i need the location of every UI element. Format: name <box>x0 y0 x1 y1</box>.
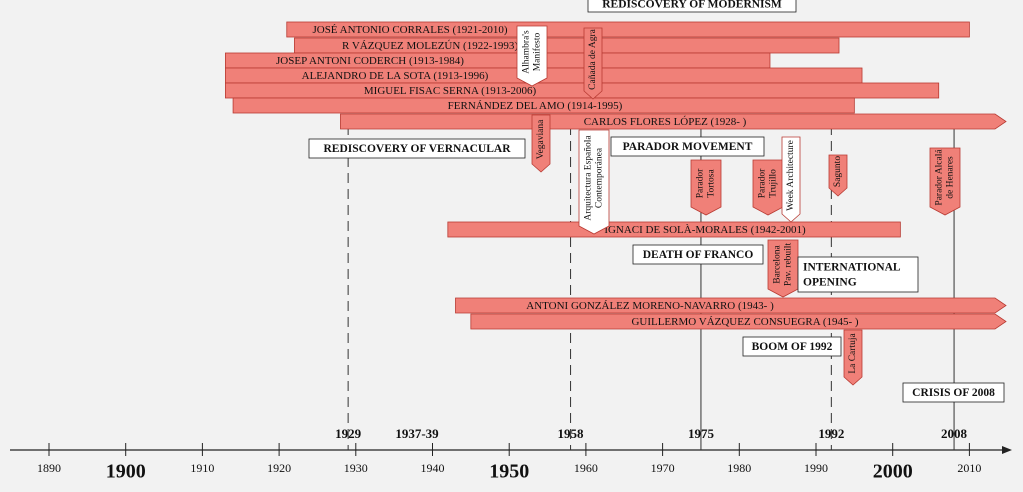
axis-tick-label: 1960 <box>574 461 598 475</box>
axis-tick-label: 1990 <box>804 461 828 475</box>
work-label: Contemporánea <box>595 147 605 208</box>
milestone-label: 1992 <box>818 426 844 441</box>
event-label: CRISIS OF 2008 <box>912 387 995 399</box>
work-label: Tortosa <box>707 169 717 198</box>
work-tag <box>516 25 548 87</box>
work-label: Vegaviana <box>536 119 546 159</box>
work-label: Manifesto <box>532 32 543 71</box>
work-label: Arquitectura Española <box>584 135 594 221</box>
life-bar <box>447 221 901 238</box>
axis-tick-label: 1900 <box>106 461 146 483</box>
work-label: de Henares <box>946 156 956 199</box>
person-label: JOSEP ANTONI CODERCH (1913-1984) <box>276 55 464 67</box>
event-box <box>308 138 526 159</box>
work-label: Parador <box>758 168 768 198</box>
event-label: DEATH OF FRANCO <box>643 249 754 261</box>
axis-tick-label: 1920 <box>267 461 291 475</box>
milestone-label: 1929 <box>335 426 362 441</box>
person-label: ANTONI GONZÁLEZ MORENO-NAVARRO (1943- ) <box>526 300 774 312</box>
axis-tick-label: 2000 <box>873 461 913 483</box>
event-box <box>610 136 765 157</box>
work-tag <box>531 114 551 173</box>
work-label: Sagunto <box>833 156 843 187</box>
axis-tick-label: 1970 <box>651 461 675 475</box>
person-label: GUILLERMO VÁZQUEZ CONSUEGRA (1945- ) <box>631 316 858 328</box>
axis-tick-label: 1890 <box>37 461 61 475</box>
axis-tick-label: 1910 <box>190 461 214 475</box>
life-bar <box>340 113 1007 130</box>
milestone-label: 2008 <box>941 426 968 441</box>
event-label: PARADOR MOVEMENT <box>623 141 753 153</box>
work-label: Parador Alcalá <box>935 149 945 206</box>
event-label: REDISCOVERY OF MODERNISM <box>602 0 782 11</box>
work-tag <box>583 27 603 100</box>
work-tag <box>828 154 848 197</box>
work-tag <box>843 329 863 386</box>
event-label: BOOM OF 1992 <box>752 341 833 353</box>
work-tag <box>767 239 799 298</box>
milestone-label: 1975 <box>688 426 715 441</box>
person-label: IGNACI DE SOLÀ-MORALES (1942-2001) <box>604 224 806 236</box>
person-label: CARLOS FLORES LÓPEZ (1928- ) <box>584 116 747 128</box>
axis-tick-label: 1930 <box>344 461 368 475</box>
life-bar <box>232 97 855 114</box>
event-box <box>742 336 842 357</box>
event-box <box>587 0 797 13</box>
event-box <box>632 244 764 265</box>
work-label: Barcelona <box>773 244 783 283</box>
event-label: OPENING <box>803 277 857 289</box>
event-box <box>902 382 1005 403</box>
axis-tick-label: 1950 <box>489 461 529 483</box>
work-tag <box>752 159 784 216</box>
axis-tick-label: 1940 <box>421 461 445 475</box>
work-tag <box>929 147 961 216</box>
axis-tick-label: 1980 <box>727 461 751 475</box>
event-label: INTERNATIONAL <box>803 262 901 274</box>
work-tag <box>690 159 722 216</box>
milestone-label: 1937-39 <box>395 426 439 441</box>
event-label: REDISCOVERY OF VERNACULAR <box>323 143 511 155</box>
axis-tick-label: 2010 <box>957 461 981 475</box>
work-label: Cañada de Agra <box>588 28 598 89</box>
life-bar <box>286 21 970 38</box>
work-label: La Cartuja <box>848 333 858 374</box>
person-label: JOSÉ ANTONIO CORRALES (1921-2010) <box>312 24 507 36</box>
work-tag <box>578 129 610 235</box>
person-label: ALEJANDRO DE LA SOTA (1913-1996) <box>302 70 489 82</box>
work-label: Pav. rebuilt <box>784 243 794 287</box>
person-label: R VÁZQUEZ MOLEZÚN (1922-1993) <box>342 40 518 52</box>
person-label: MIGUEL FISAC SERNA (1913-2006) <box>364 85 537 97</box>
person-label: FERNÁNDEZ DEL AMO (1914-1995) <box>448 100 623 112</box>
work-tag <box>781 136 801 223</box>
life-bar <box>455 297 1007 314</box>
work-label: Week Architecture <box>786 140 796 211</box>
work-label: Parador <box>696 168 706 198</box>
axis-arrow <box>1002 446 1012 454</box>
life-bar <box>225 82 940 99</box>
work-label: Trujillo <box>769 169 779 198</box>
life-bar <box>470 313 1007 330</box>
milestone-label: 1958 <box>558 426 585 441</box>
event-box <box>797 256 919 293</box>
work-label: Alhambra's <box>522 30 532 74</box>
